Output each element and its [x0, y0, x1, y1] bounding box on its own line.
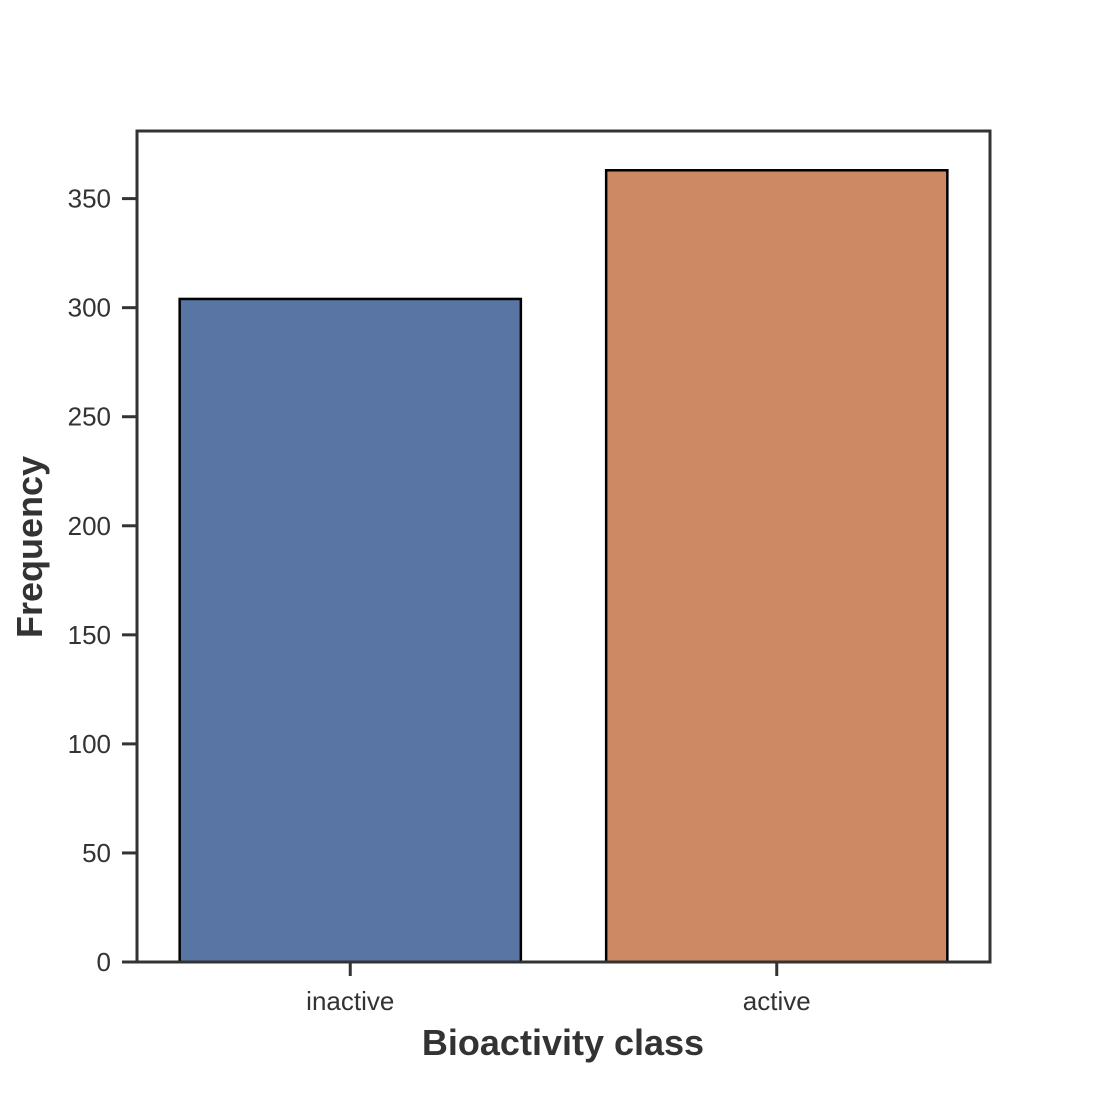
x-tick-label: active — [743, 986, 811, 1016]
x-axis-label: Bioactivity class — [422, 1022, 704, 1063]
y-axis-label: Frequency — [9, 456, 50, 638]
y-tick-label: 300 — [68, 293, 111, 323]
y-tick-label: 250 — [68, 402, 111, 432]
y-axis-ticks: 0 50 100 150 200 250 300 350 — [68, 184, 137, 977]
bars-group — [178, 169, 949, 964]
plot-frame — [135, 129, 992, 964]
y-tick-label: 50 — [82, 838, 111, 868]
y-tick-label: 350 — [68, 184, 111, 214]
bar-active — [604, 169, 949, 964]
x-axis-ticks: inactive active — [306, 962, 811, 1016]
y-tick-label: 150 — [68, 620, 111, 650]
y-tick-label: 0 — [97, 947, 111, 977]
bar-inactive — [178, 297, 523, 964]
y-tick-label: 200 — [68, 511, 111, 541]
y-tick-label: 100 — [68, 729, 111, 759]
x-tick-label: inactive — [306, 986, 394, 1016]
